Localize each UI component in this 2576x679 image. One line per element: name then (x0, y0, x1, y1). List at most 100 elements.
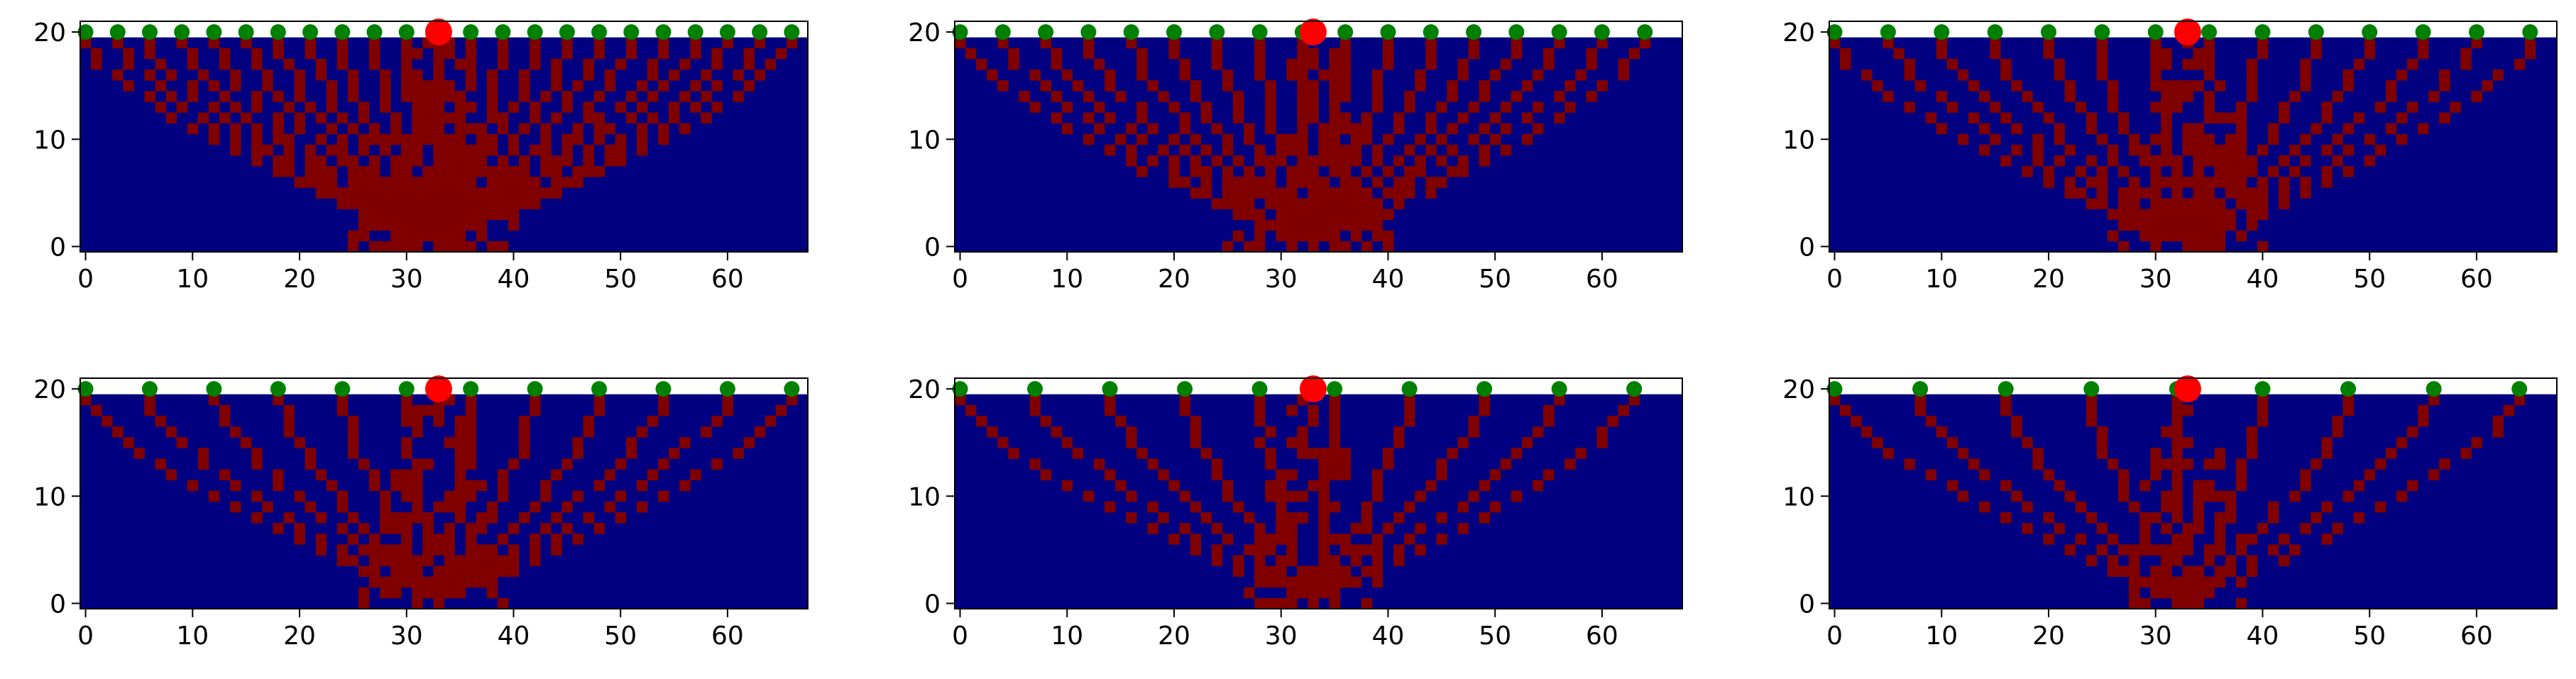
heatmap-cell (711, 458, 723, 470)
receiver-marker (1594, 24, 1610, 40)
y-tick-label: 10 (33, 482, 66, 512)
y-tick-label: 0 (1799, 233, 1815, 262)
heatmap-cell (208, 394, 220, 406)
heatmap-cell (519, 155, 530, 167)
heatmap-cell (2182, 404, 2193, 416)
heatmap-cell (2171, 480, 2183, 492)
heatmap-cell (2075, 101, 2087, 113)
heatmap-cell (1904, 58, 1915, 70)
heatmap-cell (636, 426, 648, 438)
heatmap-cell (380, 587, 391, 599)
heatmap-cell (1243, 587, 1255, 599)
heatmap-cell (2246, 58, 2258, 70)
heatmap-cell (1286, 177, 1298, 188)
heatmap-cell (1339, 209, 1352, 221)
heatmap-cell (690, 101, 701, 113)
heatmap-cell (2203, 230, 2215, 242)
heatmap-cell (1329, 58, 1341, 70)
heatmap-cell (326, 101, 338, 113)
heatmap-cell (1329, 437, 1341, 448)
heatmap-cell (2311, 37, 2322, 49)
heatmap-cell (390, 544, 402, 556)
heatmap-cell (2150, 458, 2161, 470)
heatmap-cell (754, 70, 766, 81)
receiver-marker (2426, 381, 2442, 397)
heatmap-cell (1190, 166, 1202, 177)
heatmap-cell (2214, 80, 2226, 92)
heatmap-cell (2096, 523, 2108, 534)
heatmap-cell (1318, 187, 1330, 199)
heatmap-cell (1479, 123, 1491, 135)
heatmap-cell (1489, 133, 1501, 145)
heatmap-cell (486, 133, 498, 145)
heatmap-cell (2161, 58, 2172, 70)
heatmap-cell (1168, 480, 1180, 492)
heatmap-cell (1979, 123, 1990, 135)
heatmap-cell (401, 565, 412, 578)
heatmap-cell (422, 544, 434, 556)
heatmap-cell (1350, 144, 1362, 156)
heatmap-cell (1564, 80, 1576, 92)
heatmap-cell (1276, 133, 1287, 145)
heatmap-cell (444, 166, 455, 177)
heatmap-cell (519, 512, 530, 524)
heatmap-cell (2086, 512, 2098, 524)
heatmap-cell (604, 144, 616, 156)
heatmap-cell (2214, 177, 2226, 188)
heatmap-cell (2161, 426, 2172, 438)
heatmap-cell (358, 458, 370, 470)
heatmap-cell (1872, 80, 1883, 92)
heatmap-cell (1105, 394, 1116, 406)
heatmap-cell (1339, 219, 1352, 231)
heatmap-cell (508, 101, 520, 113)
heatmap-cell (380, 219, 391, 231)
x-tick-label: 50 (2353, 265, 2386, 294)
heatmap-cell (519, 166, 530, 177)
receiver-marker (1912, 381, 1929, 397)
x-tick-label: 40 (2247, 622, 2279, 651)
heatmap-cell (2150, 198, 2161, 209)
heatmap-cell (1489, 112, 1501, 124)
heatmap-cell (368, 565, 380, 578)
receiver-marker (784, 24, 800, 40)
heatmap-cell (997, 80, 1009, 92)
heatmap-cell (2171, 187, 2183, 199)
heatmap-cell (1329, 80, 1341, 92)
heatmap-cell (1232, 230, 1244, 242)
heatmap-cell (444, 133, 455, 145)
heatmap-cell (1168, 48, 1180, 60)
heatmap-cell (2300, 133, 2311, 145)
heatmap-cell (2129, 198, 2140, 209)
heatmap-cell (1105, 70, 1116, 81)
heatmap-cell (2332, 133, 2343, 145)
heatmap-cell (1329, 597, 1341, 609)
heatmap-cell (1061, 480, 1073, 492)
heatmap-cell (80, 394, 92, 406)
heatmap-cell (1276, 230, 1287, 242)
heatmap-cell (615, 155, 627, 167)
heatmap-cell (1457, 70, 1469, 81)
heatmap-cell (1382, 48, 1394, 60)
heatmap-cell (2300, 70, 2311, 81)
heatmap-cell (433, 198, 444, 209)
heatmap-cell (465, 166, 477, 177)
heatmap-cell (1990, 48, 2001, 60)
heatmap-cell (583, 415, 594, 427)
heatmap-cell (454, 219, 466, 231)
heatmap-cell (1990, 37, 2001, 49)
heatmap-cell (2182, 576, 2193, 588)
heatmap-cell (465, 177, 477, 188)
heatmap-cell (2279, 187, 2290, 199)
heatmap-cell (572, 448, 583, 459)
heatmap-cell (422, 555, 434, 566)
heatmap-cell (2117, 209, 2130, 221)
receiver-marker (2415, 24, 2431, 40)
heatmap-cell (965, 404, 977, 416)
heatmap-cell (401, 177, 412, 188)
heatmap-cell (1029, 101, 1041, 113)
heatmap-cell (336, 394, 349, 406)
heatmap-cell (1404, 101, 1415, 113)
receiver-marker (623, 24, 640, 40)
heatmap-cell (1882, 448, 1894, 459)
heatmap-cell (401, 166, 412, 177)
